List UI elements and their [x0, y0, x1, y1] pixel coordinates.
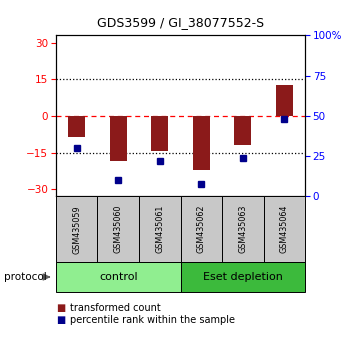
Bar [235, 116, 251, 145]
Text: GSM435060: GSM435060 [114, 205, 123, 253]
Bar [69, 116, 85, 137]
Text: ■: ■ [56, 303, 65, 313]
Text: GSM435062: GSM435062 [197, 205, 206, 253]
Text: GDS3599 / GI_38077552-S: GDS3599 / GI_38077552-S [97, 16, 264, 29]
Bar [276, 85, 293, 116]
Bar [152, 116, 168, 151]
Bar [193, 116, 209, 170]
Text: GSM435059: GSM435059 [72, 205, 81, 253]
Text: GSM435063: GSM435063 [238, 205, 247, 253]
Text: protocol: protocol [4, 272, 46, 282]
Text: percentile rank within the sample: percentile rank within the sample [70, 315, 235, 325]
Text: GSM435061: GSM435061 [155, 205, 164, 253]
Bar [110, 116, 127, 161]
Text: ■: ■ [56, 315, 65, 325]
Text: Eset depletion: Eset depletion [203, 272, 283, 282]
Text: transformed count: transformed count [70, 303, 161, 313]
Text: GSM435064: GSM435064 [280, 205, 289, 253]
Text: control: control [99, 272, 138, 282]
